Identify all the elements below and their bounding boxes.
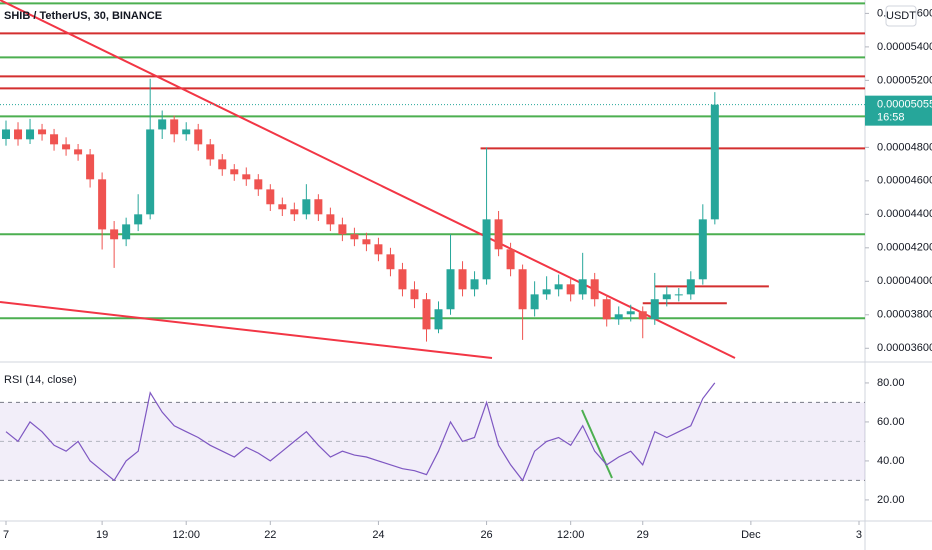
candle-body (458, 269, 467, 290)
candle-body (554, 284, 563, 290)
y-tick-label: 0.00003800 (877, 309, 932, 321)
candle-body (302, 199, 311, 215)
candle-body (230, 169, 239, 175)
candle-body (626, 311, 635, 315)
rsi-trend-line (581, 409, 613, 479)
candle-body (710, 104, 719, 220)
chart-title: SHIB / TetherUS, 30, BINANCE (4, 10, 162, 22)
candle-body (698, 219, 707, 280)
candle-body (614, 314, 623, 320)
candle-body (542, 289, 551, 295)
candle-body (122, 224, 131, 240)
candle-body (86, 154, 95, 180)
candle-body (410, 289, 419, 300)
candle-body (278, 204, 287, 210)
candle-body (578, 279, 587, 295)
y-tick-label: 0.00004000 (877, 275, 932, 287)
currency-label: USDT (886, 10, 916, 22)
candle-body (482, 219, 491, 280)
candle-body (206, 144, 215, 160)
y-tick-label: 0.00004600 (877, 175, 932, 187)
rsi-title: RSI (14, close) (4, 374, 77, 386)
candle-body (98, 179, 107, 230)
candle-body (26, 129, 35, 140)
candle-body (134, 214, 143, 225)
trend-line (0, 0, 736, 359)
candle-body (182, 129, 191, 135)
candle-body (470, 279, 479, 290)
y-tick-label: 0.00004800 (877, 141, 932, 153)
rsi-y-tick-label: 80.00 (877, 377, 905, 389)
y-tick-label: 0.00004200 (877, 242, 932, 254)
candle-body (110, 229, 119, 240)
candle-body (362, 239, 371, 245)
candle-body (674, 294, 683, 296)
candle-body (158, 119, 167, 130)
candle-body (638, 311, 647, 320)
candle-body (290, 209, 299, 215)
candle-body (14, 129, 23, 140)
x-tick-label: 24 (372, 529, 384, 541)
x-tick-label: 22 (264, 529, 276, 541)
candle-body (374, 244, 383, 255)
candle-body (146, 129, 155, 215)
x-tick-label: 26 (480, 529, 492, 541)
last-price-label: 0.00005055 (877, 99, 932, 111)
candle-body (74, 149, 83, 155)
candle-body (2, 129, 11, 139)
candle-body (242, 174, 251, 180)
rsi-y-tick-label: 40.00 (877, 455, 905, 467)
candle-body (254, 179, 263, 190)
candle-body (590, 279, 599, 300)
candle-body (422, 299, 431, 330)
candle-body (518, 269, 527, 310)
candle-body (194, 129, 203, 145)
candle-body (662, 294, 671, 300)
x-tick-label: Dec (741, 529, 761, 541)
x-tick-label: 29 (637, 529, 649, 541)
rsi-line (5, 382, 716, 482)
candle-body (170, 119, 179, 135)
candle-body (494, 219, 503, 250)
candle-body (434, 309, 443, 330)
candle-body (38, 129, 47, 135)
candle-body (62, 144, 71, 150)
y-tick-label: 0.00005200 (877, 74, 932, 86)
candle-body (650, 299, 659, 320)
candle-body (686, 279, 695, 295)
x-tick-label: 19 (96, 529, 108, 541)
candle-body (218, 159, 227, 170)
candle-body (386, 254, 395, 270)
x-tick-label: 7 (3, 529, 9, 541)
candle-body (350, 234, 359, 240)
last-price-tag (865, 95, 932, 126)
candle-body (50, 134, 59, 145)
candle-body (326, 214, 335, 225)
currency-button (885, 5, 917, 27)
candle-body (530, 294, 539, 310)
rsi-y-tick-label: 60.00 (877, 416, 905, 428)
candle-body (314, 199, 323, 215)
y-tick-label: 0.00005400 (877, 41, 932, 53)
candle-body (266, 189, 275, 205)
y-tick-label: 0.00004400 (877, 208, 932, 220)
candle-body (446, 269, 455, 310)
candle-body (338, 224, 347, 235)
candle-body (602, 299, 611, 320)
x-tick-label: 3 (856, 529, 862, 541)
candle-body (566, 284, 575, 295)
y-tick-label: 0.00003600 (877, 342, 932, 354)
x-tick-label: 12:00 (557, 529, 585, 541)
candle-body (398, 269, 407, 290)
countdown-label: 16:58 (877, 112, 905, 124)
rsi-y-tick-label: 20.00 (877, 494, 905, 506)
candle-body (506, 249, 515, 270)
trend-line (0, 301, 493, 359)
x-tick-label: 12:00 (172, 529, 200, 541)
